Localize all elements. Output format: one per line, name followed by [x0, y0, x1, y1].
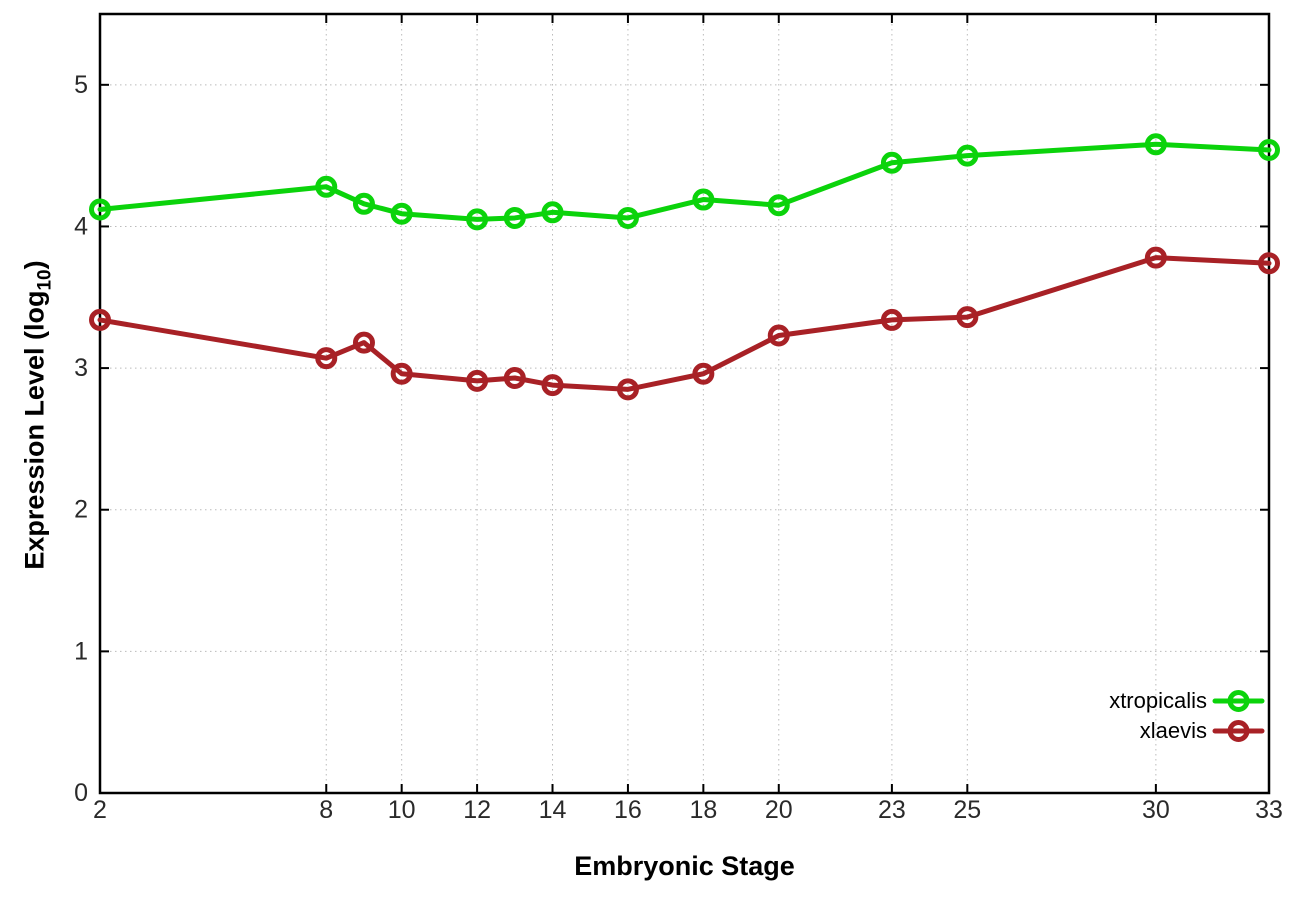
y-axis-title: Expression Level (log10)	[20, 260, 57, 569]
y-axis-title-suffix: )	[19, 260, 50, 270]
y-tick-label: 1	[74, 637, 88, 665]
data-point-xlaevis	[956, 306, 979, 329]
y-tick-label: 2	[74, 496, 88, 524]
x-tick-label: 2	[93, 796, 107, 824]
x-tick-label: 33	[1255, 796, 1283, 824]
legend-sample-marker-xtropicalis	[1227, 690, 1250, 712]
data-point-xlaevis	[616, 378, 639, 401]
y-axis-title-text: Expression Level (log	[19, 290, 50, 570]
data-point-xtropicalis	[541, 201, 564, 224]
y-axis-title-subscript: 10	[34, 269, 56, 291]
data-point-xlaevis	[880, 308, 903, 331]
plot-border	[98, 12, 1271, 795]
data-point-xlaevis	[1144, 246, 1167, 269]
data-point-xtropicalis	[503, 206, 526, 229]
data-point-xtropicalis	[616, 206, 639, 229]
data-point-xtropicalis	[1144, 133, 1167, 156]
x-tick-label: 25	[953, 796, 981, 824]
data-point-xtropicalis	[767, 194, 790, 217]
series-line-xlaevis	[97, 255, 1272, 392]
data-point-xtropicalis	[352, 192, 375, 215]
data-point-xlaevis	[390, 362, 413, 385]
x-tick-label: 14	[539, 796, 567, 824]
x-axis-title: Embryonic Stage	[574, 851, 795, 881]
y-tick-label: 5	[74, 71, 88, 99]
x-tick-label: 8	[319, 796, 333, 824]
y-tick-label: 3	[74, 354, 88, 382]
x-tick-label: 18	[689, 796, 717, 824]
x-tick-label: 10	[388, 796, 416, 824]
data-point-xtropicalis	[692, 188, 715, 211]
data-point-xtropicalis	[956, 144, 979, 167]
data-point-xtropicalis	[880, 151, 903, 174]
data-point-xtropicalis	[1258, 138, 1280, 161]
y-tick-label: 4	[74, 212, 88, 240]
data-point-xtropicalis	[390, 202, 413, 225]
data-point-xlaevis	[352, 331, 375, 354]
x-tick-label: 12	[463, 796, 491, 824]
legend-label-xtropicalis: xtropicalis	[1109, 688, 1207, 713]
data-point-xlaevis	[541, 374, 564, 397]
series-line-xtropicalis	[97, 141, 1272, 222]
legend-sample-marker-xlaevis	[1227, 720, 1250, 742]
data-point-xtropicalis	[466, 208, 489, 231]
data-point-xlaevis	[89, 308, 111, 331]
data-point-xlaevis	[692, 362, 715, 385]
x-tick-label: 20	[765, 796, 793, 824]
legend-label-xlaevis: xlaevis	[1139, 718, 1207, 743]
x-tick-label: 30	[1142, 796, 1170, 824]
data-point-xtropicalis	[315, 175, 338, 198]
data-point-xlaevis	[503, 367, 526, 390]
x-tick-label: 16	[614, 796, 642, 824]
data-point-xlaevis	[466, 369, 489, 392]
data-point-xtropicalis	[89, 198, 111, 221]
data-point-xlaevis	[315, 347, 338, 370]
y-tick-label: 0	[74, 779, 88, 807]
data-point-xlaevis	[767, 324, 790, 347]
x-tick-label: 23	[878, 796, 906, 824]
data-point-xlaevis	[1258, 252, 1280, 275]
